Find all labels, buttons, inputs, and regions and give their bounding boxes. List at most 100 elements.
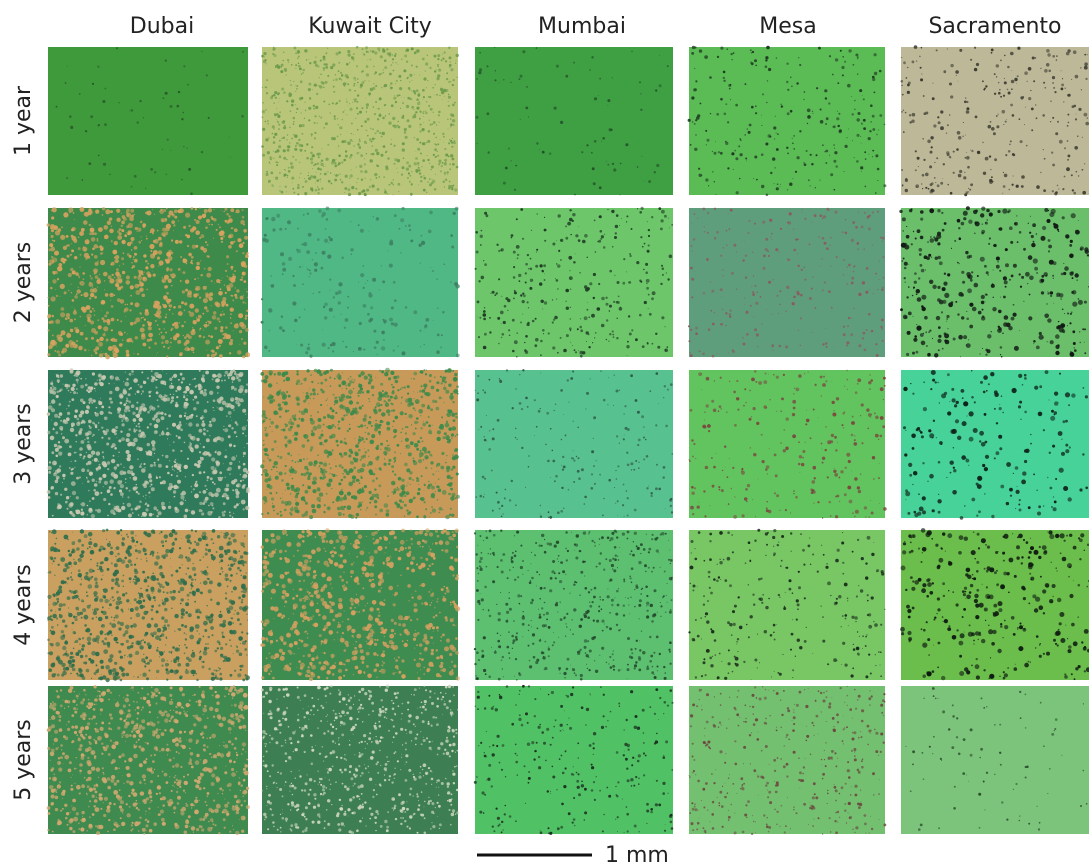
speckle <box>439 162 441 164</box>
speckle <box>91 337 94 340</box>
speckle <box>246 443 248 445</box>
speckle <box>351 133 352 134</box>
speckle <box>118 102 119 103</box>
speckle <box>987 274 989 276</box>
speckle <box>371 145 373 147</box>
speckle <box>1081 249 1082 250</box>
speckle <box>302 155 303 156</box>
speckle <box>557 352 559 354</box>
speckle <box>101 427 103 429</box>
speckle <box>792 143 794 145</box>
column-header: Mumbai <box>538 14 626 39</box>
speckle <box>85 325 86 326</box>
speckle <box>119 265 120 266</box>
speckle <box>171 383 172 384</box>
speckle <box>170 402 172 404</box>
speckle <box>1070 313 1072 315</box>
speckle <box>956 75 957 76</box>
speckle <box>456 354 460 358</box>
speckle <box>97 509 101 513</box>
speckle <box>872 78 875 81</box>
speckle <box>970 59 972 61</box>
speckle <box>837 82 839 84</box>
speckle <box>544 279 546 281</box>
speckle <box>200 246 204 250</box>
speckle <box>286 483 290 487</box>
speckle <box>975 116 978 119</box>
speckle <box>164 231 168 235</box>
speckle <box>159 435 160 436</box>
speckle <box>103 163 106 166</box>
speckle <box>714 237 717 240</box>
speckle <box>125 316 126 317</box>
speckle <box>803 266 805 268</box>
speckle <box>831 266 832 267</box>
speckle <box>1069 254 1074 259</box>
speckle <box>212 378 214 380</box>
speckle <box>544 240 546 242</box>
speckle <box>233 513 234 514</box>
speckle <box>68 290 70 292</box>
speckle <box>280 157 281 158</box>
speckle <box>103 353 104 354</box>
speckle <box>126 378 128 380</box>
speckle <box>153 514 154 515</box>
speckle <box>939 261 943 265</box>
speckle <box>185 398 188 401</box>
speckle <box>865 186 867 188</box>
speckle <box>116 218 120 222</box>
speckle <box>205 241 207 243</box>
speckle <box>456 60 457 61</box>
speckle <box>134 259 138 263</box>
speckle <box>825 150 828 153</box>
speckle <box>122 339 124 341</box>
speckle <box>284 469 285 470</box>
speckle <box>552 321 554 323</box>
speckle <box>262 154 265 157</box>
speckle <box>963 217 966 220</box>
speckle <box>711 310 713 312</box>
speckle <box>520 321 522 323</box>
speckle <box>410 193 413 196</box>
speckle <box>112 319 113 320</box>
speckle <box>1011 275 1014 278</box>
speckle <box>916 324 917 325</box>
speckle <box>173 490 176 493</box>
speckle <box>357 129 359 131</box>
speckle <box>173 337 177 341</box>
speckle <box>297 193 299 195</box>
speckle <box>232 299 234 301</box>
speckle <box>150 228 155 233</box>
speckle <box>108 383 110 385</box>
speckle <box>400 108 401 109</box>
speckle <box>134 276 137 279</box>
speckle <box>80 457 81 458</box>
speckle <box>661 316 664 319</box>
speckle <box>402 142 405 145</box>
speckle <box>175 404 179 408</box>
speckle <box>243 456 244 457</box>
speckle <box>586 144 588 146</box>
speckle <box>184 310 186 312</box>
speckle <box>265 239 269 243</box>
speckle <box>126 433 130 437</box>
speckle <box>266 171 268 173</box>
speckle <box>278 145 281 148</box>
speckle <box>295 64 297 66</box>
speckle <box>236 503 239 506</box>
speckle <box>1075 118 1077 120</box>
speckle <box>750 62 752 64</box>
speckle <box>230 446 231 447</box>
speckle <box>128 401 131 404</box>
speckle <box>969 189 971 191</box>
speckle <box>929 280 933 284</box>
speckle <box>228 372 232 376</box>
speckle <box>750 49 752 51</box>
speckle <box>381 87 382 88</box>
speckle <box>970 150 971 151</box>
speckle <box>269 162 270 163</box>
speckle <box>1000 96 1002 98</box>
speckle <box>142 317 144 319</box>
speckle <box>211 354 215 358</box>
speckle <box>1052 190 1054 192</box>
